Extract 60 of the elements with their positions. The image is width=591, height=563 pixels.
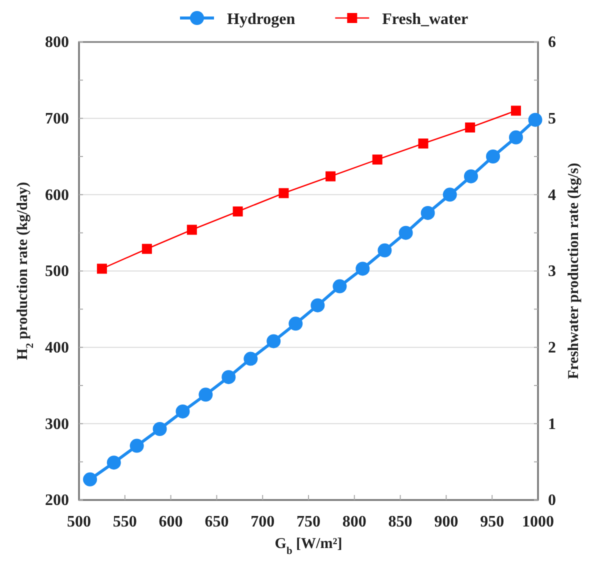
point [198, 388, 213, 402]
y2-tick-label: 1 [548, 416, 556, 433]
point [442, 188, 457, 202]
point [508, 130, 523, 144]
point [486, 150, 500, 164]
point [420, 206, 435, 220]
x-tick-label: 800 [342, 513, 366, 530]
point [232, 206, 243, 216]
y2-axis-title: Freshwater production rate (kg/s) [566, 162, 582, 380]
legend-label: Fresh_water [382, 11, 468, 28]
x-axis-title: G$_{b}$ [W/m²] [274, 536, 342, 556]
y2-tick-label: 6 [548, 34, 556, 52]
y2-tick-label: 0 [548, 492, 556, 510]
point [465, 122, 476, 132]
point [332, 279, 347, 294]
y2-tick-label: 5 [548, 110, 556, 128]
point [96, 264, 107, 274]
point [266, 334, 281, 348]
point [130, 438, 144, 453]
point [372, 154, 382, 165]
point [152, 422, 167, 436]
point [244, 352, 258, 366]
y-tick-label: 600 [45, 186, 69, 204]
point [288, 316, 303, 331]
point [464, 169, 478, 184]
point [222, 370, 236, 384]
x-tick-label: 700 [250, 513, 275, 530]
x-tick-label: 950 [480, 513, 504, 530]
y-tick-label: 200 [45, 492, 69, 510]
point [186, 224, 197, 235]
y2-tick-label: 3 [548, 263, 556, 280]
point [356, 262, 370, 276]
y2-tick-label: 2 [548, 339, 556, 356]
point [378, 243, 392, 258]
point [510, 106, 521, 116]
x-tick-label: 550 [112, 513, 137, 530]
y-tick-label: 700 [45, 110, 69, 128]
point [528, 112, 542, 127]
y-tick-label: 400 [45, 339, 69, 356]
y-tick-label: 500 [45, 263, 69, 280]
point [418, 138, 428, 149]
x-tick-label: 1000 [522, 513, 554, 530]
y2-tick-label: 4 [548, 186, 556, 204]
x-tick-label: 600 [158, 513, 183, 530]
y-tick-label: 800 [45, 34, 69, 52]
legend-label: Hydrogen [227, 11, 296, 28]
point [398, 226, 413, 240]
x-tick-label: 900 [434, 513, 458, 530]
y-tick-label: 300 [45, 416, 69, 433]
point [106, 456, 121, 470]
x-tick-label: 500 [67, 513, 91, 530]
x-tick-label: 650 [204, 513, 229, 530]
point [83, 472, 98, 486]
point [176, 404, 190, 418]
point [326, 171, 336, 182]
x-tick-label: 850 [388, 513, 412, 530]
point [310, 298, 325, 312]
point [142, 244, 152, 254]
x-tick-label: 750 [296, 513, 320, 530]
point [278, 188, 289, 198]
